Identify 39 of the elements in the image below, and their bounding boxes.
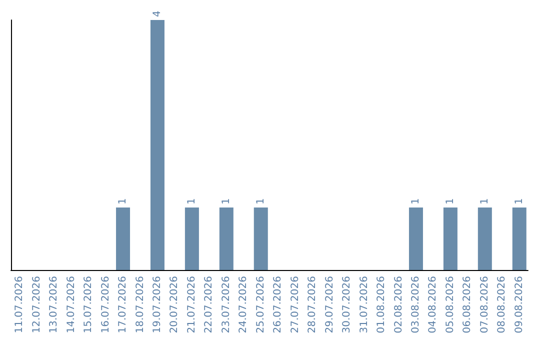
data-label: 1	[220, 198, 232, 204]
x-tick-label: 30.07.2026	[342, 276, 353, 334]
x-tick-label: 06.08.2026	[462, 276, 474, 334]
x-tick-label: 19.07.2026	[152, 276, 163, 334]
data-label: 4	[152, 10, 163, 17]
data-label: 1	[444, 198, 456, 204]
x-tick-label: 14.07.2026	[66, 276, 77, 334]
x-tick-label: 11.07.2026	[14, 276, 26, 334]
x-tick-label: 26.07.2026	[272, 276, 284, 334]
x-tick-label: 17.07.2026	[118, 276, 129, 334]
x-tick-label: 13.07.2026	[48, 276, 60, 334]
x-tick-label: 07.08.2026	[479, 276, 490, 334]
data-label: 1	[255, 198, 266, 204]
x-tick-label: 29.07.2026	[324, 276, 336, 334]
x-tick-label: 31.07.2026	[358, 276, 370, 334]
data-label: 1	[410, 198, 422, 204]
data-label: 1	[186, 198, 198, 204]
x-tick-label: 04.08.2026	[428, 276, 439, 334]
data-label: 1	[514, 198, 525, 204]
x-tick-label: 28.07.2026	[307, 276, 318, 334]
x-tick-label: 15.07.2026	[83, 276, 94, 334]
x-tick-label: 24.07.2026	[238, 276, 250, 334]
x-tick-label: 02.08.2026	[393, 276, 404, 334]
x-tick-label: 25.07.2026	[255, 276, 266, 334]
x-tick-label: 12.07.2026	[31, 276, 42, 334]
x-tick-label: 05.08.2026	[444, 276, 456, 334]
x-tick-label: 27.07.2026	[290, 276, 301, 334]
x-tick-label: 08.08.2026	[496, 276, 508, 334]
x-tick-label: 03.08.2026	[410, 276, 422, 334]
x-tick-label: 09.08.2026	[514, 276, 525, 334]
x-tick-label: 16.07.2026	[100, 276, 112, 334]
x-tick-label: 21.07.2026	[186, 276, 198, 334]
x-tick-label: 18.07.2026	[134, 276, 146, 334]
x-tick-label: 01.08.2026	[376, 276, 388, 334]
data-label: 1	[118, 198, 129, 204]
x-tick-label: 20.07.2026	[169, 276, 180, 334]
data-label: 1	[479, 198, 490, 204]
x-tick-label: 22.07.2026	[204, 276, 215, 334]
x-tick-label: 23.07.2026	[220, 276, 232, 334]
